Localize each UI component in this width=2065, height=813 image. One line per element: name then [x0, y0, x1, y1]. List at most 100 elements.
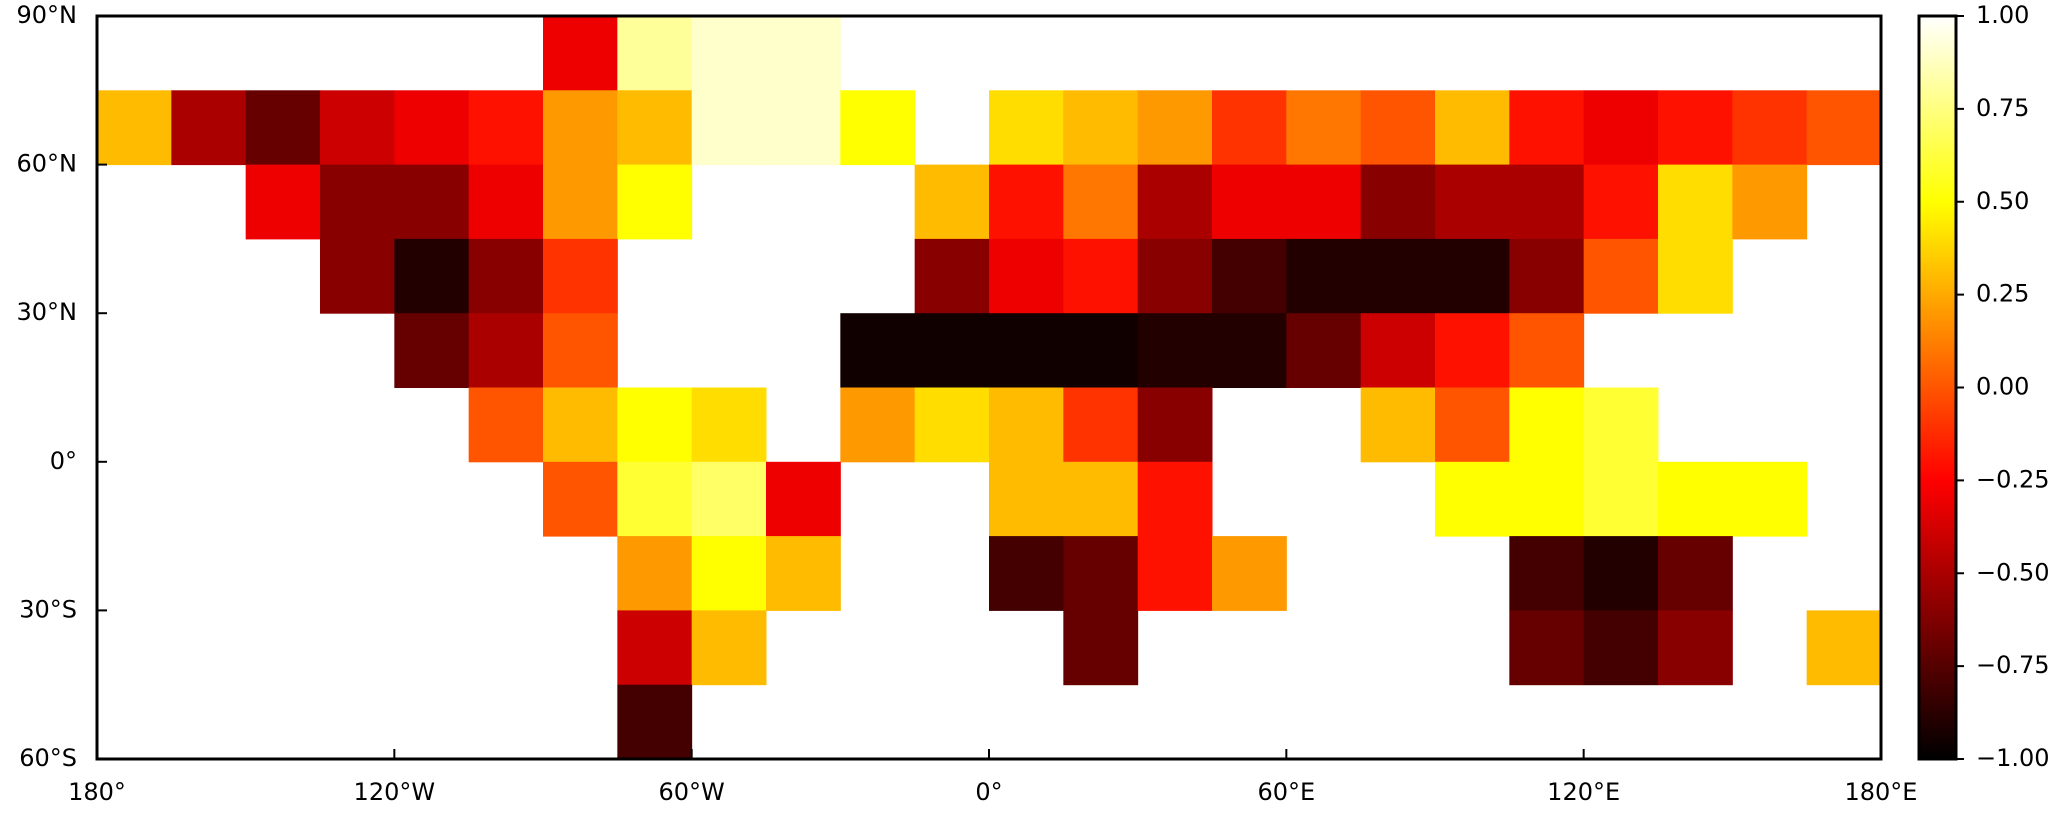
map-cell: [394, 313, 470, 388]
y-tick-label: 60°S: [19, 744, 77, 772]
x-tick-label: 60°E: [1257, 778, 1315, 806]
map-cell: [1435, 164, 1510, 240]
map-cell: [1212, 313, 1287, 388]
map-cell: [543, 164, 618, 240]
map-cell: [1063, 313, 1139, 388]
y-tick-label: 0°: [50, 447, 77, 475]
colorbar-tick-label: 1.00: [1976, 1, 2029, 29]
map-cell: [766, 536, 841, 611]
map-cell: [1509, 610, 1585, 686]
map-cell: [1063, 90, 1139, 166]
map-cell: [617, 610, 693, 686]
map-cell: [1658, 536, 1733, 611]
map-cell: [1583, 164, 1659, 240]
x-tick-label: 180°E: [1845, 778, 1918, 806]
map-cell: [914, 238, 990, 314]
map-cell: [691, 461, 767, 537]
map-cell: [1137, 313, 1213, 388]
map-cell: [1583, 536, 1659, 611]
map-cell: [1732, 90, 1808, 166]
map-cell: [914, 313, 990, 388]
map-cells: [97, 16, 1882, 760]
map-cell: [468, 238, 544, 314]
map-cell: [989, 238, 1064, 314]
map-cell: [394, 164, 470, 240]
map-cell: [617, 684, 693, 760]
map-cell: [1732, 461, 1808, 537]
map-cell: [691, 16, 767, 91]
colorbar-tick-label: 0.75: [1976, 94, 2029, 122]
map-cell: [1435, 90, 1510, 166]
map-cell: [1360, 387, 1436, 463]
map-cell: [468, 313, 544, 388]
map-cell: [691, 536, 767, 611]
map-cell: [1212, 536, 1287, 611]
map-cell: [914, 387, 990, 463]
map-cell: [1286, 164, 1362, 240]
map-cell: [468, 387, 544, 463]
map-cell: [1360, 164, 1436, 240]
map-cell: [543, 238, 618, 314]
x-tick-label: 60°W: [659, 778, 725, 806]
map-cell: [1286, 313, 1362, 388]
map-cell: [1509, 313, 1585, 388]
map-cell: [989, 313, 1064, 388]
map-cell: [691, 387, 767, 463]
map-cell: [617, 164, 693, 240]
map-cell: [840, 387, 916, 463]
colorbar: [1917, 14, 1958, 761]
map-cell: [840, 313, 916, 388]
map-cell: [766, 461, 841, 537]
map-cell: [1658, 461, 1733, 537]
map-cell: [1063, 461, 1139, 537]
map-cell: [1063, 387, 1139, 463]
map-cell: [1658, 238, 1733, 314]
map-cell: [914, 164, 990, 240]
map-cell: [1286, 90, 1362, 166]
map-cell: [617, 16, 693, 91]
map-cell: [691, 610, 767, 686]
map-cell: [1137, 238, 1213, 314]
map-cell: [543, 16, 618, 91]
map-cell: [691, 90, 767, 166]
map-cell: [1509, 238, 1585, 314]
map-cell: [1212, 90, 1287, 166]
map-cell: [468, 164, 544, 240]
map-cell: [543, 387, 618, 463]
map-cell: [1583, 238, 1659, 314]
map-cell: [766, 16, 841, 91]
map-cell: [245, 164, 321, 240]
map-cell: [1732, 164, 1808, 240]
map-cell: [1137, 461, 1213, 537]
map-cell: [1658, 610, 1733, 686]
map-cell: [1435, 461, 1510, 537]
map-cell: [1435, 238, 1510, 314]
map-cell: [1509, 164, 1585, 240]
map-cell: [543, 313, 618, 388]
map-cell: [1137, 387, 1213, 463]
x-tick-label: 0°: [975, 778, 1002, 806]
y-tick-label: 90°N: [17, 1, 78, 29]
map-cell: [1583, 610, 1659, 686]
map-cell: [617, 90, 693, 166]
map-cell: [97, 90, 172, 166]
map-cell: [245, 90, 321, 166]
map-cell: [171, 90, 247, 166]
map-cell: [1509, 536, 1585, 611]
map-cell: [989, 536, 1064, 611]
colorbar-tick-label: −0.25: [1976, 465, 2050, 493]
map-cell: [1063, 536, 1139, 611]
map-cell: [1583, 387, 1659, 463]
y-tick-label: 30°S: [19, 595, 77, 623]
map-cell: [989, 164, 1064, 240]
colorbar-tick-label: 0.50: [1976, 187, 2029, 215]
map-cell: [1509, 387, 1585, 463]
map-cell: [320, 90, 395, 166]
map-cell: [989, 461, 1064, 537]
colorbar-tick-label: −0.50: [1976, 558, 2050, 586]
map-cell: [1137, 536, 1213, 611]
map-cell: [989, 387, 1064, 463]
map-cell: [1360, 238, 1436, 314]
map-cell: [1583, 461, 1659, 537]
